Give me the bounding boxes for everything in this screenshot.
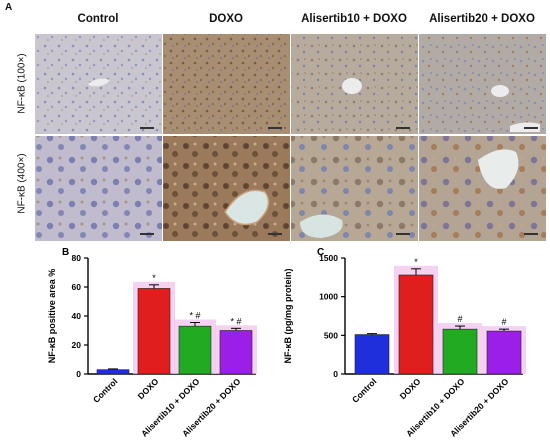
micrograph-alisertib10-400x [291, 136, 418, 241]
column-header-doxo: DOXO [209, 13, 243, 25]
y-tick-label: 0 [333, 369, 338, 379]
micrograph-doxo-100x [163, 34, 290, 134]
bar [398, 274, 434, 375]
bar [354, 334, 390, 375]
chart-b: B 0 20 40 60 80 NF-κB positive area % Control * D… [47, 247, 257, 439]
y-tick-label: 1500 [319, 253, 338, 263]
y-tick-label: 20 [72, 340, 82, 350]
chart-c: C 0 500 1000 1500 NF-κB (pg/mg protein) Contro… [283, 247, 526, 439]
panel-letter: C [317, 247, 324, 258]
category-label: Control [91, 376, 119, 404]
bar [137, 288, 171, 375]
bar [486, 330, 522, 375]
y-tick-label: 500 [324, 330, 338, 340]
y-tick-label: 0 [76, 369, 81, 379]
micrograph-alisertib10-100x [291, 34, 418, 134]
y-axis-label: NF-κB positive area % [47, 269, 57, 364]
category-label: DOXO [398, 376, 423, 401]
bar [178, 325, 212, 375]
column-header-alisertib10: Alisertib10 + DOXO [301, 13, 407, 25]
column-header-alisertib20: Alisertib20 + DOXO [429, 13, 535, 25]
bar [96, 369, 130, 375]
y-axis-label: NF-κB (pg/mg protein) [283, 268, 293, 363]
micrograph-alisertib20-100x [419, 34, 546, 134]
column-header-control: Control [77, 13, 119, 25]
panel-letter: B [62, 247, 69, 258]
panel-a-letter: A [5, 2, 13, 13]
y-tick-label: 60 [72, 282, 82, 292]
micrograph-doxo-400x [163, 136, 290, 241]
bar [442, 328, 478, 375]
micrograph-control-100x [35, 34, 162, 134]
micrograph-alisertib20-400x [419, 136, 546, 241]
y-tick-label: 80 [72, 253, 82, 263]
category-label: DOXO [136, 376, 161, 401]
significance-mark: * # [189, 311, 200, 321]
significance-mark: * [152, 273, 156, 283]
significance-mark: * # [230, 316, 241, 326]
significance-mark: # [457, 314, 462, 324]
category-label: Control [350, 376, 378, 404]
micrograph-control-400x [35, 136, 162, 241]
y-tick-label: 40 [72, 311, 82, 321]
bar [219, 330, 253, 375]
y-tick-label: 1000 [319, 292, 338, 302]
significance-mark: # [501, 317, 506, 327]
significance-mark: * [414, 257, 418, 267]
